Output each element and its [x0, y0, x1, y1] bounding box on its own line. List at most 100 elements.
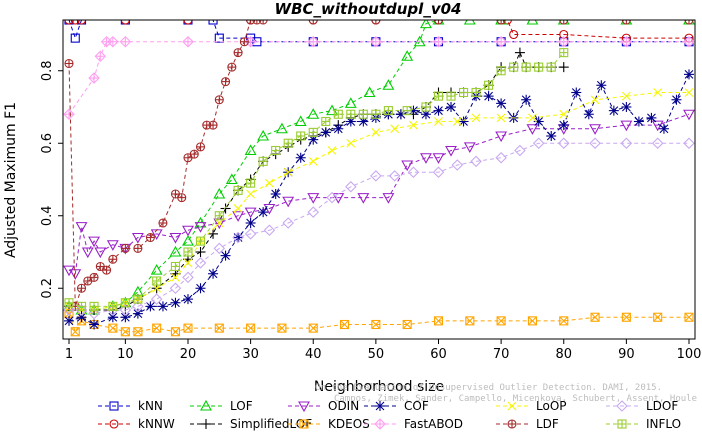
- data-point-ldf: [214, 95, 224, 105]
- legend-marker-simplifiedlof: [201, 419, 211, 429]
- data-point-ldof: [651, 137, 664, 150]
- data-point-knnw: [64, 20, 74, 25]
- data-point-cof: [320, 127, 331, 138]
- data-point-loop: [452, 117, 462, 126]
- data-point-loop: [171, 272, 180, 282]
- data-point-simplifiedlof: [514, 47, 525, 58]
- data-point-kdeos: [684, 312, 694, 322]
- legend-label-knn: kNN: [138, 399, 163, 413]
- x-axis-title: Neighborhood size: [314, 379, 444, 395]
- data-point-kdeos: [433, 316, 444, 326]
- data-point-cof: [308, 134, 319, 145]
- data-point-kdeos: [246, 323, 256, 333]
- data-point-odin: [683, 109, 695, 121]
- data-point-cof: [433, 105, 444, 116]
- data-point-cof: [145, 301, 156, 312]
- legend-marker-knn: [109, 401, 119, 411]
- y-tick-label: 0.4: [40, 205, 55, 226]
- data-point-inflo: [76, 301, 87, 311]
- data-point-ldof: [407, 166, 420, 179]
- data-point-ldf: [246, 20, 256, 25]
- legend-item-cof: COF: [364, 399, 429, 413]
- data-point-fastabod: [495, 35, 507, 48]
- data-point-lof: [225, 173, 238, 185]
- data-point-lof: [257, 129, 270, 141]
- data-point-inflo: [521, 62, 531, 72]
- data-point-knnw: [76, 20, 87, 25]
- data-point-inflo: [383, 106, 393, 116]
- data-point-loop: [246, 189, 256, 199]
- data-point-lof: [382, 79, 395, 90]
- data-point-cof: [120, 312, 131, 323]
- x-tick-label: 10: [117, 347, 134, 362]
- data-point-ldf: [195, 142, 206, 152]
- data-point-lof: [275, 122, 288, 134]
- data-point-fastabod: [307, 35, 320, 48]
- data-point-knnw: [120, 20, 130, 25]
- data-point-ldf: [371, 20, 381, 25]
- data-point-ldf: [89, 272, 99, 282]
- y-tick-label: 0.2: [40, 278, 55, 299]
- data-point-cof: [658, 123, 669, 134]
- data-point-lof: [420, 20, 432, 29]
- series-fastabod: [63, 35, 695, 121]
- data-point-inflo: [496, 66, 506, 76]
- data-point-lof: [244, 144, 257, 156]
- data-point-kdeos: [527, 316, 537, 326]
- data-point-cof: [671, 94, 682, 105]
- data-point-inflo: [233, 185, 243, 195]
- data-point-odin: [75, 222, 88, 233]
- data-point-odin: [81, 247, 94, 259]
- legend-label-knnw: kNNW: [138, 417, 175, 431]
- legend-label-simplifiedlof: SimplifiedLOF: [230, 417, 312, 431]
- data-point-cof: [220, 250, 231, 261]
- data-point-ldf: [233, 48, 243, 58]
- data-point-cof: [107, 312, 118, 323]
- data-point-ldf: [308, 20, 318, 25]
- data-point-ldf: [258, 20, 268, 25]
- legend-label-odin: ODIN: [328, 399, 359, 413]
- data-point-odin: [63, 265, 75, 277]
- data-point-lof: [344, 97, 357, 108]
- data-point-inflo: [559, 48, 569, 58]
- data-point-lof: [307, 108, 320, 119]
- data-point-odin: [182, 225, 194, 237]
- legend-label-inflo: INFLO: [646, 417, 681, 431]
- series-line-simplifiedlof: [68, 51, 564, 311]
- legend-marker-ldf: [507, 419, 517, 429]
- data-point-odin: [69, 269, 82, 280]
- data-point-cof: [521, 94, 532, 105]
- data-point-loop: [434, 117, 443, 126]
- data-point-fastabod: [88, 72, 100, 84]
- data-point-ldf: [227, 62, 237, 72]
- data-point-cof: [458, 116, 469, 127]
- data-point-cof: [89, 319, 100, 330]
- data-point-odin: [232, 211, 245, 222]
- data-point-loop: [327, 146, 337, 155]
- data-point-ldof: [194, 257, 207, 269]
- data-point-inflo: [534, 62, 544, 72]
- watermark-line-1: Campos, Zimek, Sander, Campello, Micenko…: [334, 394, 697, 404]
- data-point-fastabod: [557, 35, 570, 48]
- data-point-ldf: [496, 20, 506, 25]
- data-point-kdeos: [108, 323, 118, 333]
- data-point-simplifiedlof: [195, 247, 206, 257]
- data-point-cof: [633, 116, 644, 127]
- legend-label-fastabod: FastABOD: [404, 417, 463, 431]
- data-point-kdeos: [183, 323, 193, 333]
- legend-label-lof: LOF: [230, 399, 253, 413]
- data-point-fastabod: [182, 35, 194, 48]
- data-point-loop: [308, 156, 318, 166]
- data-point-cof: [270, 189, 281, 199]
- watermark-line-2: On the Evaluation of Unsupervised Outlie…: [315, 383, 662, 393]
- data-point-ldf: [76, 283, 87, 293]
- data-point-odin: [169, 232, 182, 244]
- data-point-cof: [558, 120, 569, 131]
- series-ldof: [63, 137, 695, 320]
- data-point-ldof: [345, 180, 357, 193]
- data-point-kdeos: [402, 319, 412, 330]
- x-tick-label: 40: [305, 347, 322, 362]
- data-point-cof: [546, 131, 557, 141]
- plot-area: [63, 20, 695, 337]
- data-point-ldof: [244, 228, 257, 240]
